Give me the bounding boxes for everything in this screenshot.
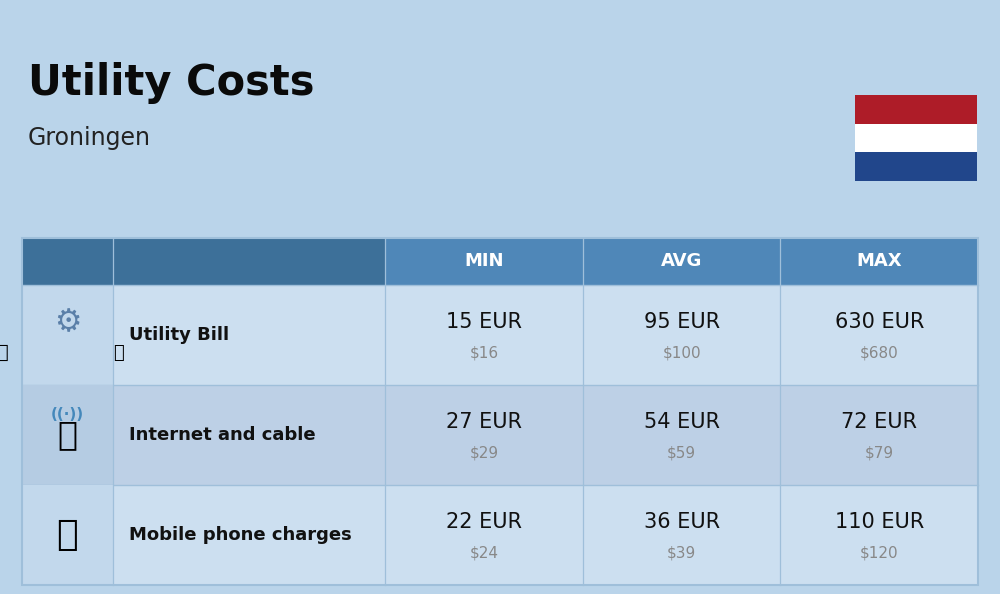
Text: MAX: MAX <box>856 252 902 270</box>
Text: $59: $59 <box>667 446 696 460</box>
Text: 🖨: 🖨 <box>57 418 77 451</box>
Text: $79: $79 <box>865 446 894 460</box>
Text: Utility Costs: Utility Costs <box>28 62 314 105</box>
Bar <box>22 285 978 385</box>
Text: Mobile phone charges: Mobile phone charges <box>129 526 352 544</box>
Text: MIN: MIN <box>464 252 504 270</box>
Text: $29: $29 <box>470 446 499 460</box>
Text: AVG: AVG <box>661 252 702 270</box>
Text: 22 EUR: 22 EUR <box>446 512 522 532</box>
Text: 15 EUR: 15 EUR <box>446 312 522 331</box>
Text: Internet and cable: Internet and cable <box>129 426 316 444</box>
Text: 📱: 📱 <box>57 518 78 552</box>
Text: Utility Bill: Utility Bill <box>129 326 229 343</box>
Text: 💡: 💡 <box>113 344 123 362</box>
Text: ⚙: ⚙ <box>54 308 81 337</box>
Bar <box>22 385 113 485</box>
Text: $680: $680 <box>860 345 899 360</box>
Text: 110 EUR: 110 EUR <box>835 512 924 532</box>
Text: 🔌: 🔌 <box>0 343 9 362</box>
Bar <box>855 124 977 153</box>
Text: $24: $24 <box>470 545 499 561</box>
Bar <box>113 238 385 285</box>
Bar <box>22 385 978 485</box>
Text: $100: $100 <box>662 345 701 360</box>
Text: 95 EUR: 95 EUR <box>644 312 720 331</box>
Text: $120: $120 <box>860 545 899 561</box>
Bar <box>22 485 113 585</box>
Text: $39: $39 <box>667 545 696 561</box>
Text: 54 EUR: 54 EUR <box>644 412 720 432</box>
Bar <box>855 153 977 181</box>
Text: 72 EUR: 72 EUR <box>841 412 917 432</box>
Bar <box>22 238 113 285</box>
Bar <box>22 285 113 385</box>
Text: 630 EUR: 630 EUR <box>835 312 924 331</box>
Bar <box>22 485 978 585</box>
Bar <box>22 238 978 585</box>
Bar <box>22 238 978 285</box>
Text: $16: $16 <box>470 345 499 360</box>
Text: ((·)): ((·)) <box>51 407 84 422</box>
Bar <box>855 95 977 124</box>
Text: Groningen: Groningen <box>28 126 151 150</box>
Text: 27 EUR: 27 EUR <box>446 412 522 432</box>
Text: 36 EUR: 36 EUR <box>644 512 720 532</box>
